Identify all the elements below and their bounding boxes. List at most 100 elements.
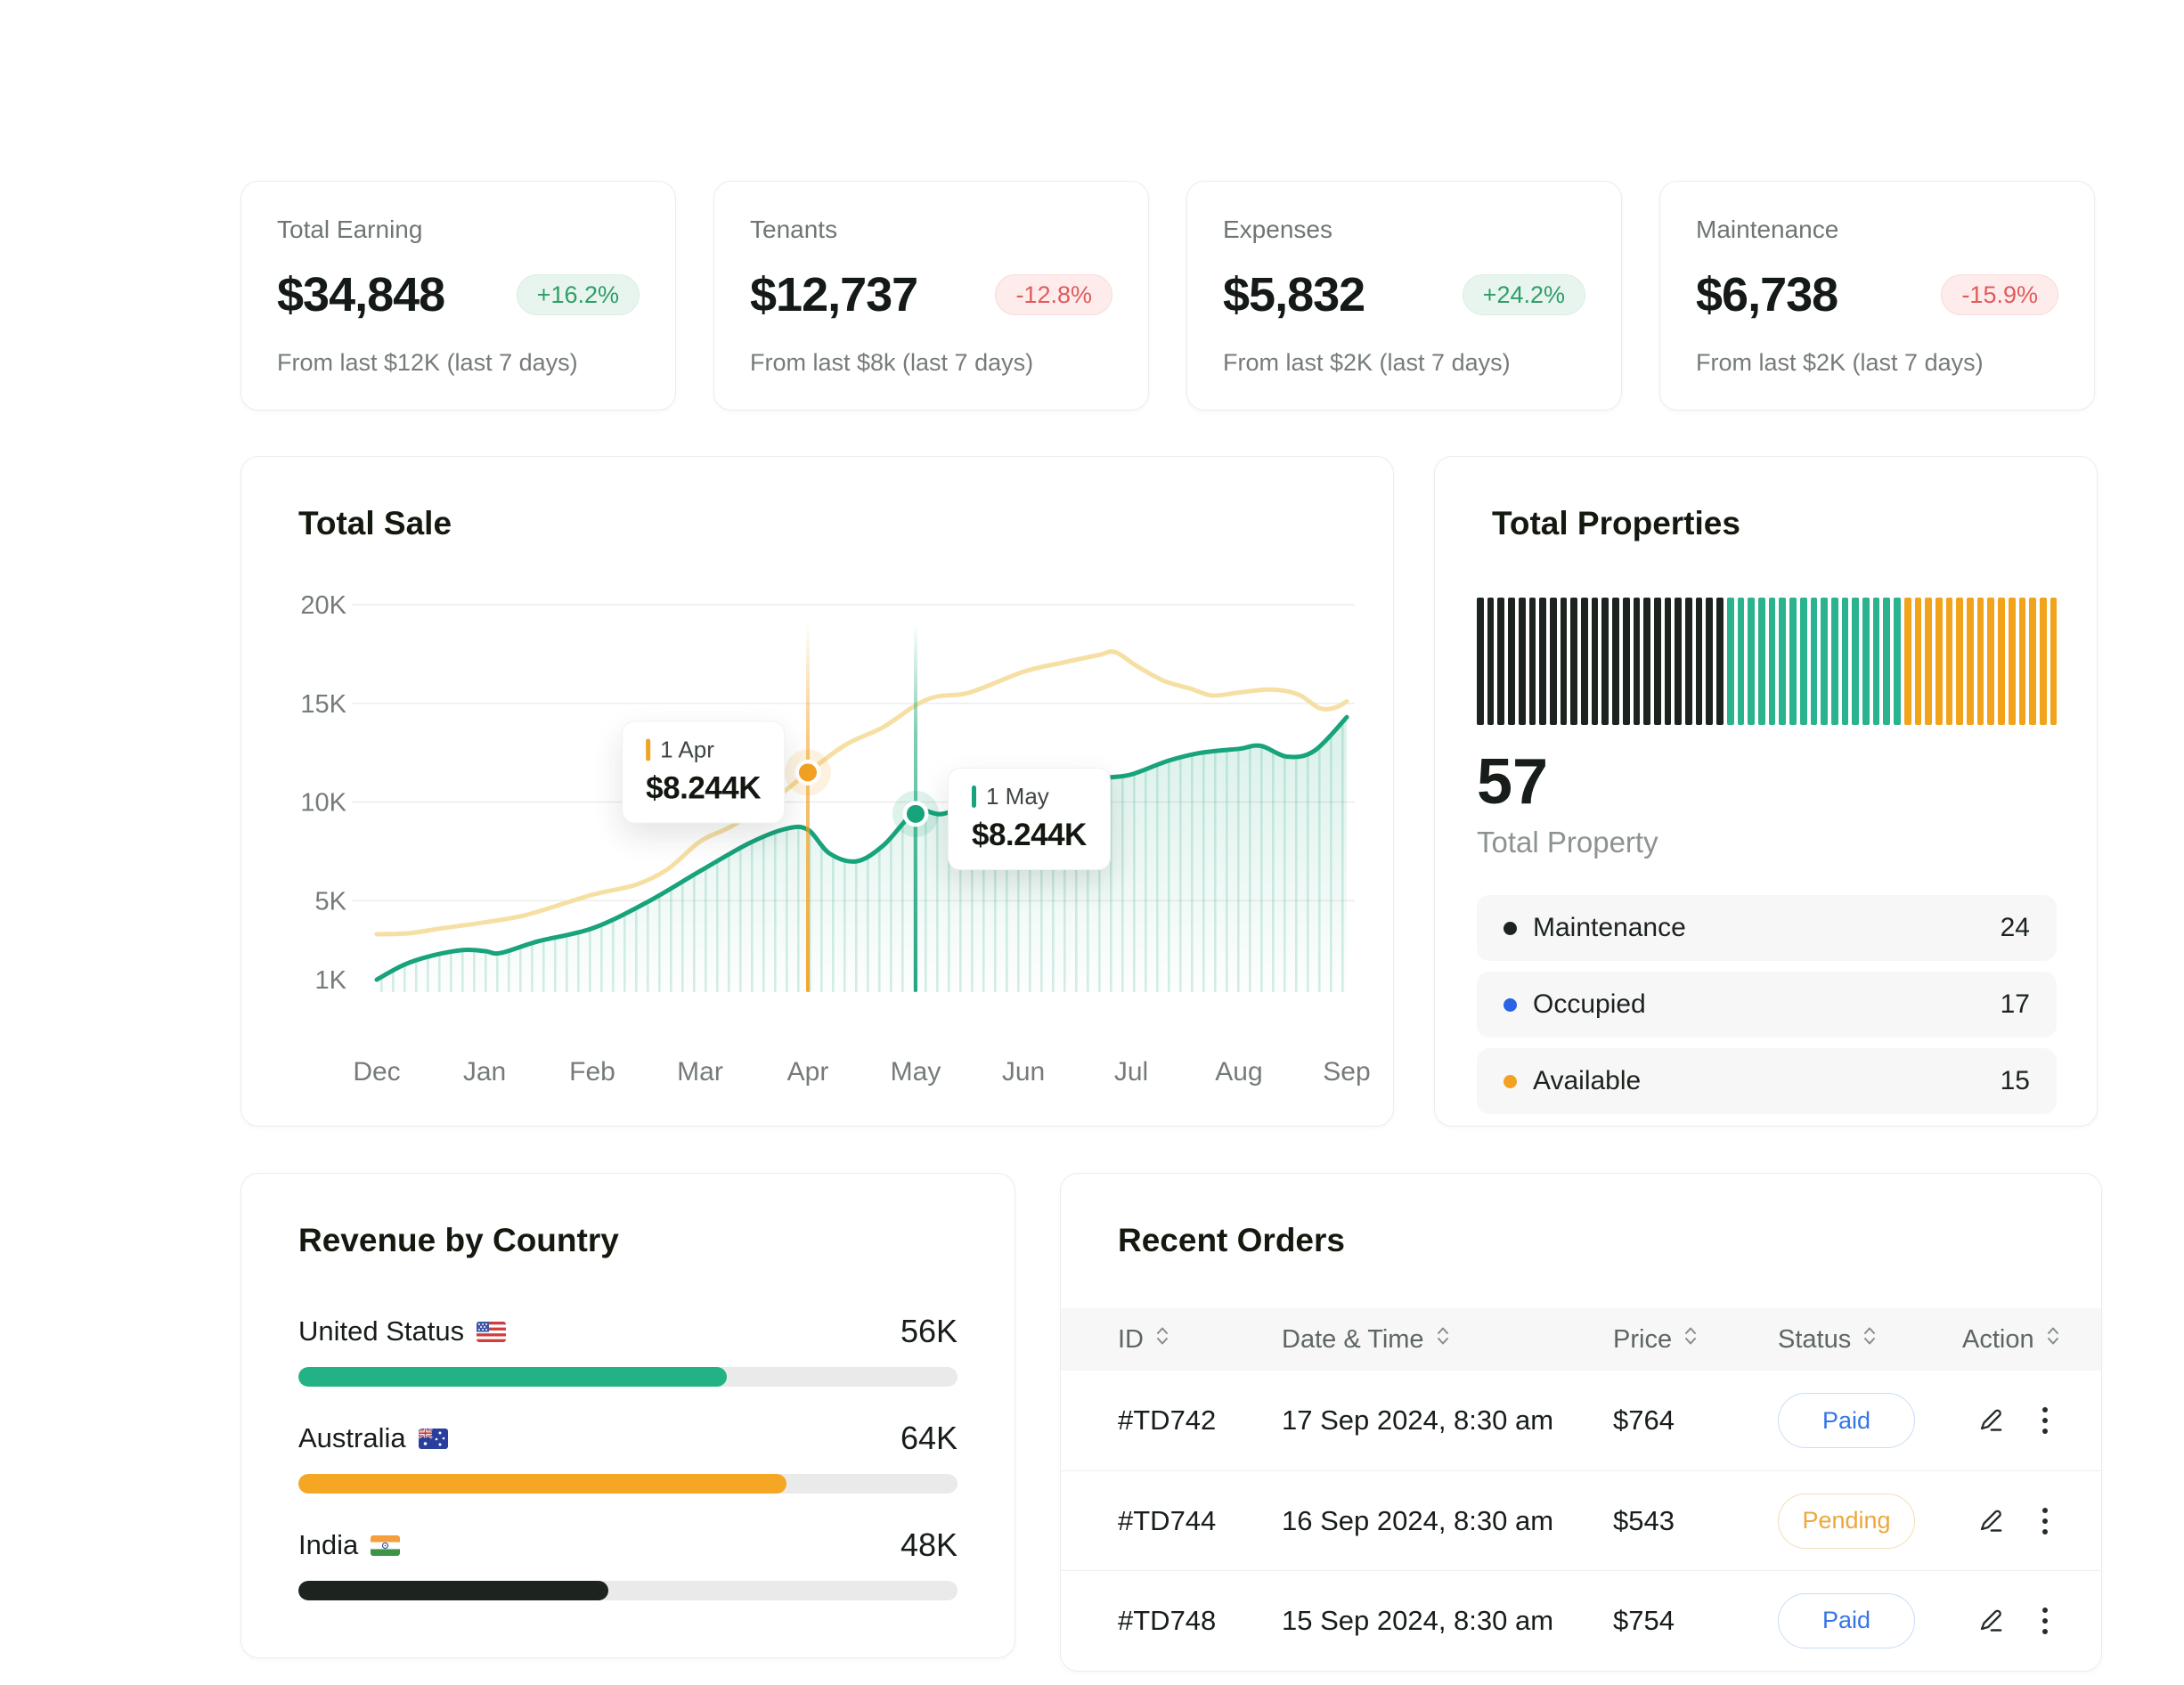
legend-value: 24 — [2000, 913, 2030, 942]
properties-total-count: 57 — [1477, 746, 1549, 818]
stat-subtext: From last $12K (last 7 days) — [277, 349, 578, 376]
svg-text:15K: 15K — [300, 690, 346, 719]
status-badge: Paid — [1778, 1393, 1915, 1448]
orders-sort-price[interactable]: Price — [1613, 1323, 1778, 1355]
available-dot-icon — [1504, 1074, 1517, 1088]
stat-delta-badge: +24.2% — [1462, 274, 1585, 315]
us-flag-icon — [477, 1321, 507, 1342]
revenue-title: Revenue by Country — [298, 1222, 619, 1258]
revenue-by-country-card: Revenue by Country United Status 56K Aus… — [240, 1173, 1015, 1658]
properties-stripe-bar — [1477, 598, 2058, 725]
legend-row-maintenance: Maintenance 24 — [1477, 895, 2057, 961]
edit-icon[interactable] — [1976, 1606, 2007, 1636]
legend-label: Maintenance — [1533, 913, 1686, 942]
progress-fill — [298, 1581, 608, 1600]
properties-total-label: Total Property — [1477, 826, 1658, 859]
status-badge: Paid — [1778, 1592, 1915, 1648]
total-properties-title: Total Properties — [1492, 505, 1740, 541]
stat-title: Maintenance — [1696, 216, 1839, 243]
svg-text:Jan: Jan — [463, 1057, 506, 1087]
progress-track — [298, 1581, 958, 1600]
stat-card-expenses: Expenses $5,832 +24.2% From last $2K (la… — [1186, 181, 1622, 411]
country-value: 56K — [900, 1313, 958, 1349]
orders-sort-status[interactable]: Status — [1778, 1323, 1962, 1355]
order-datetime: 15 Sep 2024, 8:30 am — [1282, 1604, 1554, 1636]
edit-icon[interactable] — [1976, 1405, 2007, 1436]
total-sale-chart[interactable]: 20K 15K 10K 5K 1K Dec Jan Feb Mar Apr May Jun Jul Aug… — [241, 457, 1395, 1127]
stat-title: Expenses — [1223, 216, 1332, 243]
tooltip-date: 1 May — [986, 782, 1049, 810]
stat-subtext: From last $2K (last 7 days) — [1696, 349, 1984, 376]
revenue-row-united-status: United Status 56K — [298, 1312, 958, 1387]
revenue-rows: United Status 56K Australia 64K India — [298, 1312, 958, 1632]
orders-sort-id[interactable]: ID — [1118, 1323, 1282, 1355]
svg-text:1K: 1K — [315, 966, 347, 995]
progress-fill — [298, 1474, 786, 1494]
svg-text:Mar: Mar — [677, 1057, 723, 1087]
svg-text:20K: 20K — [300, 591, 346, 620]
country-value: 48K — [900, 1526, 958, 1563]
sort-icon — [1860, 1323, 1879, 1355]
stat-value: $5,832 — [1223, 268, 1365, 322]
svg-text:Dec: Dec — [353, 1057, 400, 1087]
total-sale-title: Total Sale — [298, 505, 452, 541]
country-value: 64K — [900, 1420, 958, 1456]
revenue-row-australia: Australia 64K — [298, 1419, 958, 1494]
stat-value: $6,738 — [1696, 268, 1838, 322]
svg-text:Jun: Jun — [1002, 1057, 1045, 1087]
svg-text:May: May — [891, 1057, 941, 1087]
order-id: #TD744 — [1118, 1504, 1217, 1536]
stat-card-maintenance: Maintenance $6,738 -15.9% From last $2K … — [1659, 181, 2095, 411]
maintenance-dot-icon — [1504, 921, 1517, 935]
total-properties-card: Total Properties 57 Total Property Maint… — [1434, 456, 2098, 1127]
sort-icon — [1433, 1323, 1453, 1355]
table-row: #TD744 16 Sep 2024, 8:30 am $543 Pending — [1061, 1470, 2101, 1570]
properties-legend: Maintenance 24 Occupied 17 Available 15 — [1477, 895, 2057, 1114]
tooltip-value: $8.244K — [646, 770, 761, 806]
stat-title: Tenants — [750, 216, 838, 243]
country-label: Australia — [298, 1422, 406, 1453]
total-sale-card: Total Sale 20K 15K 10K 5K 1K Dec Jan Feb Mar Apr M… — [240, 456, 1394, 1127]
table-row: #TD748 15 Sep 2024, 8:30 am $754 Paid — [1061, 1570, 2101, 1670]
recent-orders-card: Recent Orders ID Date & Time Price Statu… — [1060, 1173, 2102, 1672]
occupied-dot-icon — [1504, 997, 1517, 1012]
india-flag-icon — [371, 1534, 401, 1556]
stat-delta-badge: -12.8% — [995, 274, 1112, 315]
tooltip-date: 1 Apr — [660, 736, 714, 763]
kebab-menu-icon[interactable] — [2041, 1404, 2050, 1437]
legend-row-available: Available 15 — [1477, 1048, 2057, 1114]
australia-flag-icon — [418, 1428, 448, 1449]
order-price: $764 — [1613, 1404, 1675, 1436]
order-id: #TD748 — [1118, 1604, 1217, 1636]
legend-label: Available — [1533, 1066, 1642, 1095]
svg-text:Apr: Apr — [787, 1057, 829, 1087]
sort-icon — [2043, 1323, 2063, 1355]
orders-sort-action[interactable]: Action — [1962, 1323, 2066, 1355]
svg-text:5K: 5K — [315, 887, 347, 916]
sort-icon — [1153, 1323, 1172, 1355]
orders-table-body: #TD742 17 Sep 2024, 8:30 am $764 Paid #T… — [1061, 1371, 2101, 1670]
country-label: India — [298, 1529, 359, 1560]
kebab-menu-icon[interactable] — [2041, 1605, 2050, 1637]
kebab-menu-icon[interactable] — [2041, 1505, 2050, 1537]
orders-table-header: ID Date & Time Price Status Action — [1061, 1308, 2101, 1371]
chart-tooltip-apr: 1 Apr $8.244K — [622, 720, 785, 824]
legend-value: 15 — [2000, 1066, 2030, 1095]
order-price: $543 — [1613, 1504, 1675, 1536]
status-badge: Pending — [1778, 1493, 1915, 1549]
stat-card-tenants: Tenants $12,737 -12.8% From last $8k (la… — [713, 181, 1149, 411]
order-datetime: 17 Sep 2024, 8:30 am — [1282, 1404, 1554, 1436]
stat-delta-badge: -15.9% — [1941, 274, 2058, 315]
stat-value: $12,737 — [750, 268, 918, 322]
progress-track — [298, 1367, 958, 1387]
edit-icon[interactable] — [1976, 1506, 2007, 1536]
progress-fill — [298, 1367, 727, 1387]
stat-subtext: From last $2K (last 7 days) — [1223, 349, 1511, 376]
table-row: #TD742 17 Sep 2024, 8:30 am $764 Paid — [1061, 1371, 2101, 1470]
tooltip-value: $8.244K — [972, 817, 1087, 852]
orders-sort-date[interactable]: Date & Time — [1282, 1323, 1613, 1355]
stat-card-total-earning: Total Earning $34,848 +16.2% From last $… — [240, 181, 676, 411]
legend-label: Occupied — [1533, 989, 1646, 1019]
svg-text:10K: 10K — [300, 789, 346, 818]
